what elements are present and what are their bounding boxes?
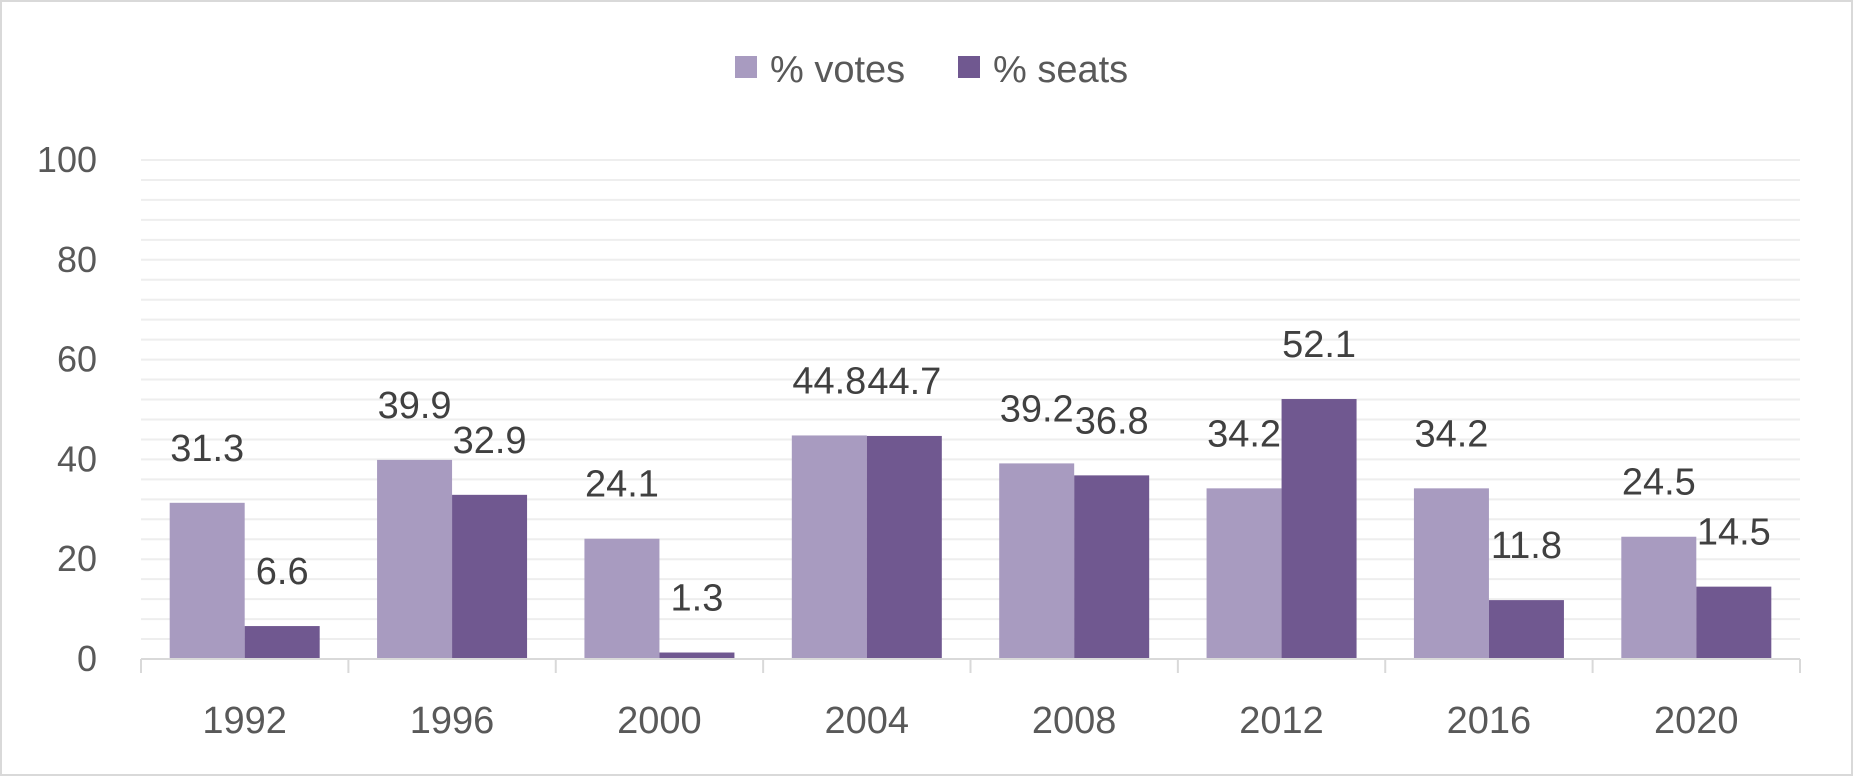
data-label-votes-2008: 39.2 — [1000, 388, 1074, 430]
y-tick-label: 20 — [57, 538, 97, 579]
data-label-seats-1996: 32.9 — [453, 420, 527, 462]
data-label-votes-2004: 44.8 — [792, 360, 866, 402]
x-axis: 1992 1996 2000 2004 2008 2012 2016 2020 — [140, 658, 1801, 742]
data-label-votes-2020: 24.5 — [1622, 462, 1696, 504]
x-tick-label-2020: 2020 — [1654, 700, 1739, 742]
bar-votes-2016 — [1413, 488, 1489, 659]
x-tick-label-2012: 2012 — [1239, 700, 1324, 742]
data-label-seats-1992: 6.6 — [256, 551, 309, 593]
data-labels: 31.3 6.6 39.932.9 24.1 1.3 44.8 44.7 39.2 36.8 34… — [170, 324, 1771, 619]
data-label-seats-2012: 52.1 — [1282, 324, 1356, 366]
data-label-seats-2000: 1.3 — [671, 578, 724, 620]
data-label-seats-2004: 44.7 — [867, 361, 941, 403]
x-tick-label-1996: 1996 — [410, 700, 495, 742]
bar-seats-2008 — [1074, 475, 1150, 659]
bar-seats-2004 — [866, 435, 942, 659]
bars — [169, 399, 1772, 659]
y-tick-label: 60 — [57, 339, 97, 380]
bar-votes-2020 — [1621, 536, 1697, 659]
x-tick-label-1992: 1992 — [202, 700, 287, 742]
legend-label-votes: % votes — [770, 49, 905, 91]
data-label-votes-2000: 24.1 — [585, 464, 659, 506]
bar-votes-2008 — [999, 463, 1075, 659]
data-label-votes-2012: 34.2 — [1207, 413, 1281, 455]
bar-votes-2012 — [1206, 488, 1282, 659]
x-tick-label-2008: 2008 — [1032, 700, 1117, 742]
y-tick-label: 40 — [57, 438, 97, 479]
y-tick-label: 100 — [37, 139, 97, 180]
x-tick-label-2016: 2016 — [1447, 700, 1532, 742]
data-label-votes-2016: 34.2 — [1414, 413, 1488, 455]
y-tick-label: 80 — [57, 239, 97, 280]
x-tick-label-2004: 2004 — [825, 700, 910, 742]
y-axis-tick-labels: 0 20 40 60 80 100 — [37, 139, 97, 679]
data-label-votes-1992: 31.3 — [170, 428, 244, 470]
bar-seats-2000 — [659, 652, 735, 659]
legend-swatch-seats — [958, 56, 980, 78]
data-label-votes-1996: 39.9 — [378, 385, 452, 427]
data-label-seats-2016: 11.8 — [1491, 525, 1562, 567]
bar-votes-2000 — [584, 538, 660, 659]
bar-seats-1996 — [452, 494, 528, 659]
bar-votes-2004 — [791, 435, 867, 659]
data-label-seats-2020: 14.5 — [1697, 512, 1771, 554]
legend: % votes % seats — [735, 49, 1128, 91]
y-tick-label: 0 — [77, 638, 97, 679]
bar-seats-1992 — [244, 626, 320, 659]
legend-swatch-votes — [735, 56, 757, 78]
legend-label-seats: % seats — [993, 49, 1128, 91]
bar-seats-2020 — [1696, 586, 1772, 659]
bar-seats-2016 — [1488, 600, 1564, 659]
bar-votes-1992 — [169, 502, 245, 659]
bar-votes-1996 — [377, 459, 453, 659]
data-label-seats-2008: 36.8 — [1075, 400, 1149, 442]
x-tick-label-2000: 2000 — [617, 700, 702, 742]
bar-seats-2012 — [1281, 399, 1357, 659]
